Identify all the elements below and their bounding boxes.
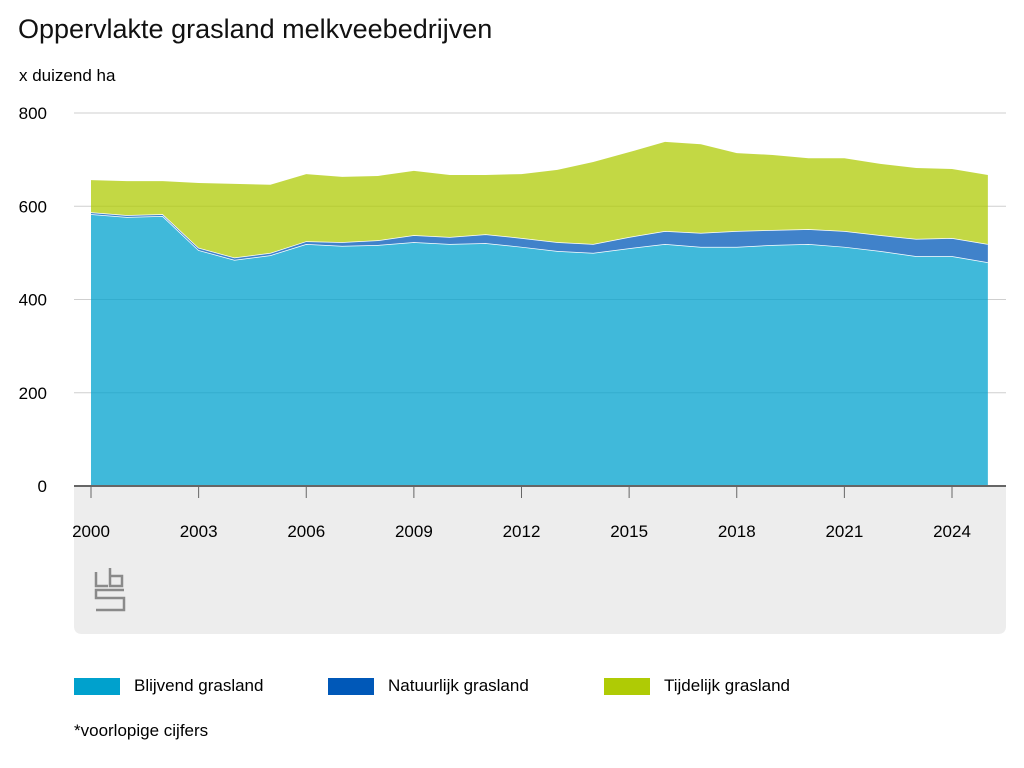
area-tijdelijk-grasland [91,141,988,258]
legend-label: Natuurlijk grasland [388,676,529,695]
y-tick-label: 600 [19,197,47,216]
x-axis-panel [74,486,1006,634]
x-tick-label: 2024 [933,522,971,541]
x-tick-label: 2021 [825,522,863,541]
x-tick-label: 2009 [395,522,433,541]
legend-item-tijdelijk: Tijdelijk grasland [604,676,790,696]
legend-swatch [328,677,374,695]
x-tick-label: 2012 [503,522,541,541]
x-tick-label: 2018 [718,522,756,541]
x-tick-label: 2006 [287,522,325,541]
cbs-logo [94,568,126,612]
area-natuurlijk-grasland [91,212,988,263]
x-tick-label: 2003 [180,522,218,541]
legend-item-blijvend: Blijvend grasland [74,676,263,696]
y-tick-label: 400 [19,291,47,310]
legend-swatch [74,677,120,695]
chart-title: Oppervlakte grasland melkveebedrijven [18,14,493,44]
area-blijvend-grasland [91,214,988,486]
legend-label: Blijvend grasland [134,676,264,695]
y-axis-label: x duizend ha [19,66,116,85]
x-tick-label: 2015 [610,522,648,541]
legend-item-natuurlijk: Natuurlijk grasland [328,676,529,696]
x-tick-label: 2000 [72,522,110,541]
legend-label: Tijdelijk grasland [664,676,790,695]
footnote: *voorlopige cijfers [74,721,209,740]
y-tick-label: 800 [19,104,47,123]
legend-swatch [604,677,650,695]
y-tick-label: 200 [19,384,47,403]
stacked-area-chart: 0 200 400 600 800 2000 2003 2006 2009 2012 2015 201… [19,104,1006,634]
y-tick-label: 0 [38,477,47,496]
